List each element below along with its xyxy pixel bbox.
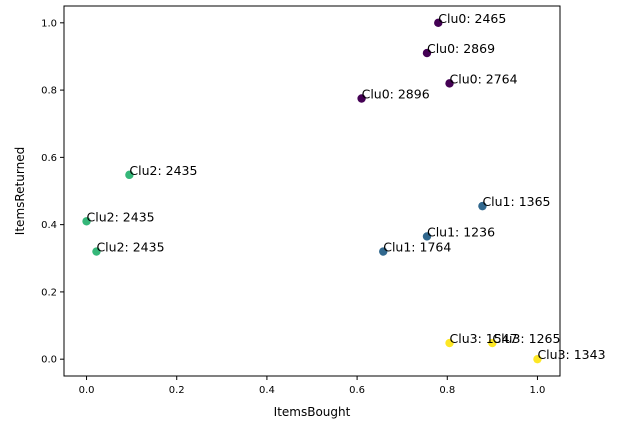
y-axis-ticks: 0.0 0.2 0.4 0.6 0.8 1.0 [41,18,64,366]
point-label: Clu3: 1547 [450,331,518,346]
point-label: Clu0: 2869 [427,41,495,56]
x-axis-ticks: 0.0 0.2 0.4 0.6 0.8 1.0 [79,376,546,396]
y-tick-label: 0.2 [41,287,57,298]
y-tick-label: 0.6 [41,153,57,164]
point-label: Clu0: 2465 [438,11,506,26]
point-label: Clu2: 2435 [129,163,197,178]
data-point-cluster-3 [445,338,454,348]
data-point-cluster-1 [379,247,388,256]
point-labels: Clu0: 2465 Clu0: 2869 Clu0: 2764 Clu0: 2896… [87,11,606,362]
point-label: Clu0: 2764 [450,71,518,86]
data-point-cluster-2 [82,217,91,226]
y-tick-label: 1.0 [41,18,57,29]
point-label: Clu1: 1236 [427,224,495,239]
point-label: Clu1: 1365 [482,194,550,209]
y-tick-label: 0.4 [41,220,57,231]
point-label: Clu3: 1265 [492,331,560,346]
data-point-cluster-0 [357,94,366,103]
x-tick-label: 0.8 [439,385,455,396]
plot-frame [63,5,561,377]
point-label: Clu2: 2435 [87,209,155,224]
point-label: Clu2: 2435 [96,240,164,255]
point-label: Clu1: 1764 [383,240,451,255]
data-point-cluster-3 [488,338,497,348]
y-tick-label: 0.0 [41,355,57,366]
data-point-cluster-3 [533,354,542,364]
point-label: Clu0: 2896 [362,87,430,102]
y-tick-label: 0.8 [41,86,57,97]
data-point-cluster-0 [422,48,432,58]
x-tick-label: 0.4 [259,385,275,396]
plot-background [64,6,560,376]
y-axis-label: ItemsReturned [13,147,27,235]
x-axis-label: ItemsBought [274,405,351,419]
data-point-cluster-2 [92,247,101,256]
data-point-cluster-2 [125,170,134,180]
data-point-cluster-1 [422,232,432,241]
data-points [82,18,542,364]
x-tick-label: 0.2 [169,385,185,396]
data-point-cluster-0 [445,79,454,88]
data-point-cluster-1 [478,201,487,211]
point-label: Clu3: 1343 [537,347,605,362]
x-tick-label: 0.6 [349,385,365,396]
x-tick-label: 1.0 [530,385,546,396]
data-point-cluster-0 [434,18,443,28]
x-tick-label: 0.0 [79,385,95,396]
